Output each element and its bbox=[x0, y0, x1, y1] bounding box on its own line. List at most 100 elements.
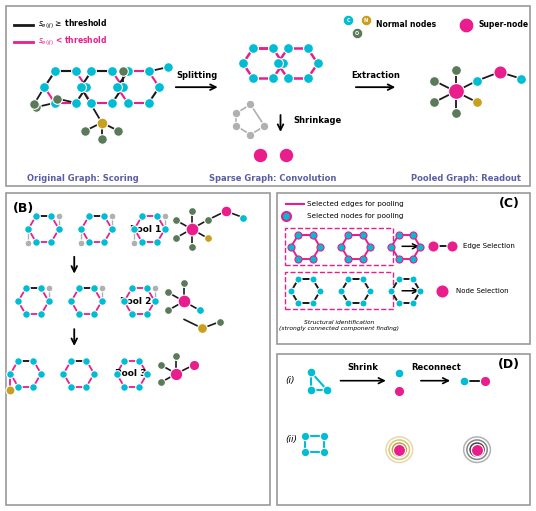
Point bbox=[215, 318, 224, 326]
Point bbox=[98, 284, 106, 292]
Point bbox=[55, 212, 63, 220]
Point bbox=[359, 299, 367, 307]
Point bbox=[249, 44, 257, 53]
Point bbox=[50, 99, 59, 107]
Point bbox=[161, 225, 169, 233]
Point bbox=[344, 299, 353, 307]
Point bbox=[221, 207, 230, 215]
Point bbox=[294, 299, 302, 307]
Point bbox=[153, 212, 162, 220]
Point bbox=[32, 103, 40, 111]
Point bbox=[394, 275, 403, 284]
Point bbox=[301, 432, 309, 440]
Point bbox=[151, 297, 159, 306]
Point bbox=[366, 243, 375, 251]
Point bbox=[172, 352, 181, 360]
Point bbox=[316, 287, 324, 295]
Text: Normal nodes: Normal nodes bbox=[376, 20, 436, 29]
Text: Selected edges for pooling: Selected edges for pooling bbox=[307, 201, 404, 207]
Point bbox=[21, 310, 30, 318]
Point bbox=[114, 127, 123, 135]
Point bbox=[163, 288, 172, 296]
Point bbox=[100, 212, 109, 220]
Text: (ii): (ii) bbox=[286, 435, 297, 444]
Point bbox=[67, 383, 76, 391]
Point bbox=[130, 225, 139, 233]
Point bbox=[82, 357, 91, 365]
Point bbox=[123, 99, 132, 107]
Point bbox=[430, 77, 438, 85]
Point bbox=[50, 67, 59, 76]
Text: Edge Selection: Edge Selection bbox=[463, 243, 515, 249]
Point bbox=[108, 99, 116, 107]
Point bbox=[100, 238, 109, 246]
Point bbox=[40, 83, 49, 91]
FancyBboxPatch shape bbox=[6, 193, 270, 505]
Point bbox=[138, 238, 146, 246]
Point bbox=[395, 446, 404, 454]
Point bbox=[451, 109, 460, 117]
Point bbox=[394, 299, 403, 307]
Point bbox=[239, 214, 248, 222]
Point bbox=[90, 284, 99, 292]
Point bbox=[409, 231, 418, 239]
Point bbox=[6, 369, 15, 378]
Point bbox=[44, 284, 53, 292]
Point bbox=[473, 77, 481, 85]
Point bbox=[163, 63, 172, 71]
Point bbox=[203, 216, 212, 224]
Point bbox=[157, 378, 165, 386]
Point bbox=[21, 284, 30, 292]
Point bbox=[32, 238, 40, 246]
Point bbox=[128, 310, 136, 318]
Point bbox=[143, 369, 151, 378]
Point bbox=[87, 67, 95, 76]
Point bbox=[309, 231, 317, 239]
Point bbox=[90, 369, 99, 378]
Point bbox=[77, 83, 85, 91]
Point bbox=[287, 287, 295, 295]
Point bbox=[85, 212, 93, 220]
Point bbox=[108, 212, 116, 220]
Point bbox=[430, 98, 438, 106]
Point bbox=[344, 16, 352, 25]
Point bbox=[395, 369, 404, 377]
Point bbox=[387, 287, 396, 295]
Point bbox=[337, 287, 346, 295]
Point bbox=[135, 383, 144, 391]
Point bbox=[128, 284, 136, 292]
Point bbox=[307, 386, 315, 394]
FancyBboxPatch shape bbox=[277, 193, 530, 344]
Point bbox=[281, 151, 290, 159]
Text: Node Selection: Node Selection bbox=[456, 288, 508, 294]
Text: (B): (B) bbox=[13, 202, 34, 215]
Point bbox=[366, 287, 375, 295]
Text: (D): (D) bbox=[498, 358, 520, 370]
Point bbox=[314, 59, 322, 67]
Point bbox=[29, 357, 38, 365]
Point bbox=[37, 310, 46, 318]
FancyBboxPatch shape bbox=[277, 354, 530, 505]
Point bbox=[118, 83, 127, 91]
Point bbox=[438, 287, 446, 295]
Point bbox=[359, 231, 367, 239]
Point bbox=[153, 238, 162, 246]
Point bbox=[37, 284, 46, 292]
Point bbox=[172, 369, 181, 378]
Text: Super-node: Super-node bbox=[478, 20, 528, 29]
Point bbox=[344, 275, 353, 284]
Point bbox=[67, 297, 76, 306]
Point bbox=[123, 67, 132, 76]
Point bbox=[316, 243, 324, 251]
Point bbox=[269, 44, 277, 53]
Point bbox=[72, 67, 80, 76]
Point bbox=[155, 83, 163, 91]
Point bbox=[409, 275, 418, 284]
Point bbox=[144, 99, 153, 107]
Point bbox=[451, 87, 460, 96]
Point bbox=[187, 243, 196, 251]
Point bbox=[144, 67, 153, 76]
Point bbox=[6, 386, 15, 394]
Point bbox=[87, 99, 95, 107]
Point bbox=[309, 299, 317, 307]
